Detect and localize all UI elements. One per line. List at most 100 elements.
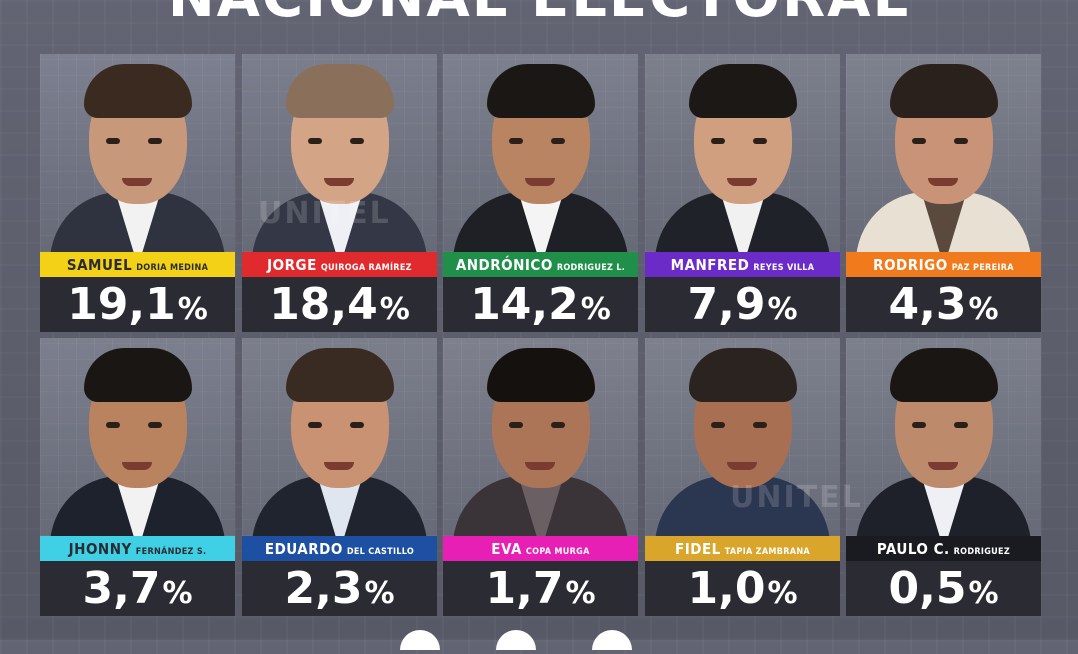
- candidate-photo: [40, 338, 235, 536]
- watermark-bottom: UNITEL: [730, 480, 863, 515]
- candidate-last-name: DEL CASTILLO: [346, 547, 415, 557]
- candidate-name-bar: JHONNY FERNÁNDEZ S.: [40, 536, 235, 561]
- percentage-value: 1,0: [687, 563, 766, 614]
- candidate-first-name: PAULO C.: [876, 540, 950, 558]
- candidate-last-name: FERNÁNDEZ S.: [135, 547, 207, 557]
- candidate-photo: [242, 338, 437, 536]
- candidate-first-name: JORGE: [267, 256, 317, 274]
- candidate-card: FIDEL TAPIA ZAMBRANA 1,0%: [645, 338, 840, 616]
- candidate-photo: [846, 54, 1041, 252]
- portrait-hair: [688, 348, 797, 402]
- footer-shape: [400, 630, 440, 650]
- candidate-first-name: ANDRÓNICO: [455, 256, 553, 274]
- candidate-photo: [846, 338, 1041, 536]
- portrait-eye: [551, 422, 565, 428]
- candidate-percentage: 18,4%: [242, 277, 437, 332]
- candidate-percentage: 4,3%: [846, 277, 1041, 332]
- portrait-eye: [954, 422, 968, 428]
- percentage-value: 14,2: [470, 279, 579, 330]
- candidate-card: PAULO C. RODRIGUEZ 0,5%: [846, 338, 1041, 616]
- candidate-percentage: 2,3%: [242, 561, 437, 616]
- candidate-card: MANFRED REYES VILLA 7,9%: [645, 54, 840, 332]
- portrait-eye: [509, 138, 523, 144]
- candidate-photo: [645, 338, 840, 536]
- portrait-eye: [106, 422, 120, 428]
- portrait-mouth: [928, 178, 958, 186]
- portrait-hair: [285, 348, 394, 402]
- portrait-hair: [688, 64, 797, 118]
- portrait-eye: [509, 422, 523, 428]
- candidate-card: SAMUEL DORIA MEDINA 19,1%: [40, 54, 235, 332]
- candidate-last-name: RODRIGUEZ: [953, 547, 1011, 557]
- portrait-eye: [912, 422, 926, 428]
- percentage-value: 18,4: [269, 279, 378, 330]
- portrait-hair: [889, 348, 998, 402]
- portrait-eye: [350, 422, 364, 428]
- portrait-hair: [486, 348, 595, 402]
- portrait-mouth: [727, 462, 757, 470]
- percent-symbol: %: [565, 576, 596, 611]
- candidate-percentage: 1,0%: [645, 561, 840, 616]
- page-title: NACIONAL ELECTORAL: [0, 0, 1078, 26]
- percentage-value: 3,7: [82, 563, 161, 614]
- portrait-eye: [148, 138, 162, 144]
- percentage-value: 4,3: [888, 279, 967, 330]
- percentage-value: 1,7: [485, 563, 564, 614]
- candidate-last-name: TAPIA ZAMBRANA: [724, 547, 810, 557]
- watermark-top: UNITEL: [258, 196, 391, 231]
- percentage-value: 19,1: [67, 279, 176, 330]
- candidate-percentage: 14,2%: [443, 277, 638, 332]
- percentage-value: 0,5: [888, 563, 967, 614]
- candidate-percentage: 19,1%: [40, 277, 235, 332]
- portrait-eye: [551, 138, 565, 144]
- candidate-last-name: QUIROGA RAMÍREZ: [320, 263, 412, 273]
- candidate-photo: [242, 54, 437, 252]
- portrait-mouth: [122, 178, 152, 186]
- candidate-percentage: 1,7%: [443, 561, 638, 616]
- portrait-mouth: [324, 462, 354, 470]
- portrait-eye: [106, 138, 120, 144]
- percent-symbol: %: [968, 576, 999, 611]
- candidate-card: EDUARDO DEL CASTILLO 2,3%: [242, 338, 437, 616]
- candidate-card: EVA COPA MURGA 1,7%: [443, 338, 638, 616]
- portrait-eye: [753, 138, 767, 144]
- candidate-first-name: EVA: [491, 540, 522, 558]
- portrait-eye: [148, 422, 162, 428]
- candidate-name-bar: JORGE QUIROGA RAMÍREZ: [242, 252, 437, 277]
- candidate-name-bar: SAMUEL DORIA MEDINA: [40, 252, 235, 277]
- candidate-last-name: RODRIGUEZ L.: [556, 263, 626, 273]
- portrait-hair: [83, 348, 192, 402]
- portrait-eye: [350, 138, 364, 144]
- portrait-eye: [912, 138, 926, 144]
- portrait-mouth: [928, 462, 958, 470]
- candidate-last-name: DORIA MEDINA: [136, 263, 209, 273]
- portrait-mouth: [525, 178, 555, 186]
- candidate-name-bar: MANFRED REYES VILLA: [645, 252, 840, 277]
- candidate-last-name: PAZ PEREIRA: [951, 263, 1014, 273]
- candidate-card: RODRIGO PAZ PEREIRA 4,3%: [846, 54, 1041, 332]
- candidate-photo: [645, 54, 840, 252]
- footer-shape: [496, 630, 536, 650]
- footer-shape: [592, 630, 632, 650]
- portrait-mouth: [525, 462, 555, 470]
- portrait-mouth: [324, 178, 354, 186]
- percentage-value: 2,3: [284, 563, 363, 614]
- candidate-first-name: RODRIGO: [873, 256, 948, 274]
- candidate-percentage: 3,7%: [40, 561, 235, 616]
- percent-symbol: %: [364, 576, 395, 611]
- candidate-photo: [443, 54, 638, 252]
- candidate-card: ANDRÓNICO RODRIGUEZ L. 14,2%: [443, 54, 638, 332]
- portrait-eye: [753, 422, 767, 428]
- candidate-last-name: COPA MURGA: [525, 547, 590, 557]
- candidate-photo: [443, 338, 638, 536]
- footer-decoration: [400, 630, 700, 650]
- percent-symbol: %: [767, 292, 798, 327]
- candidate-first-name: EDUARDO: [264, 540, 343, 558]
- candidate-photo: [40, 54, 235, 252]
- candidate-name-bar: EDUARDO DEL CASTILLO: [242, 536, 437, 561]
- candidate-first-name: MANFRED: [670, 256, 750, 274]
- candidate-percentage: 7,9%: [645, 277, 840, 332]
- portrait-hair: [889, 64, 998, 118]
- portrait-mouth: [727, 178, 757, 186]
- percent-symbol: %: [580, 292, 611, 327]
